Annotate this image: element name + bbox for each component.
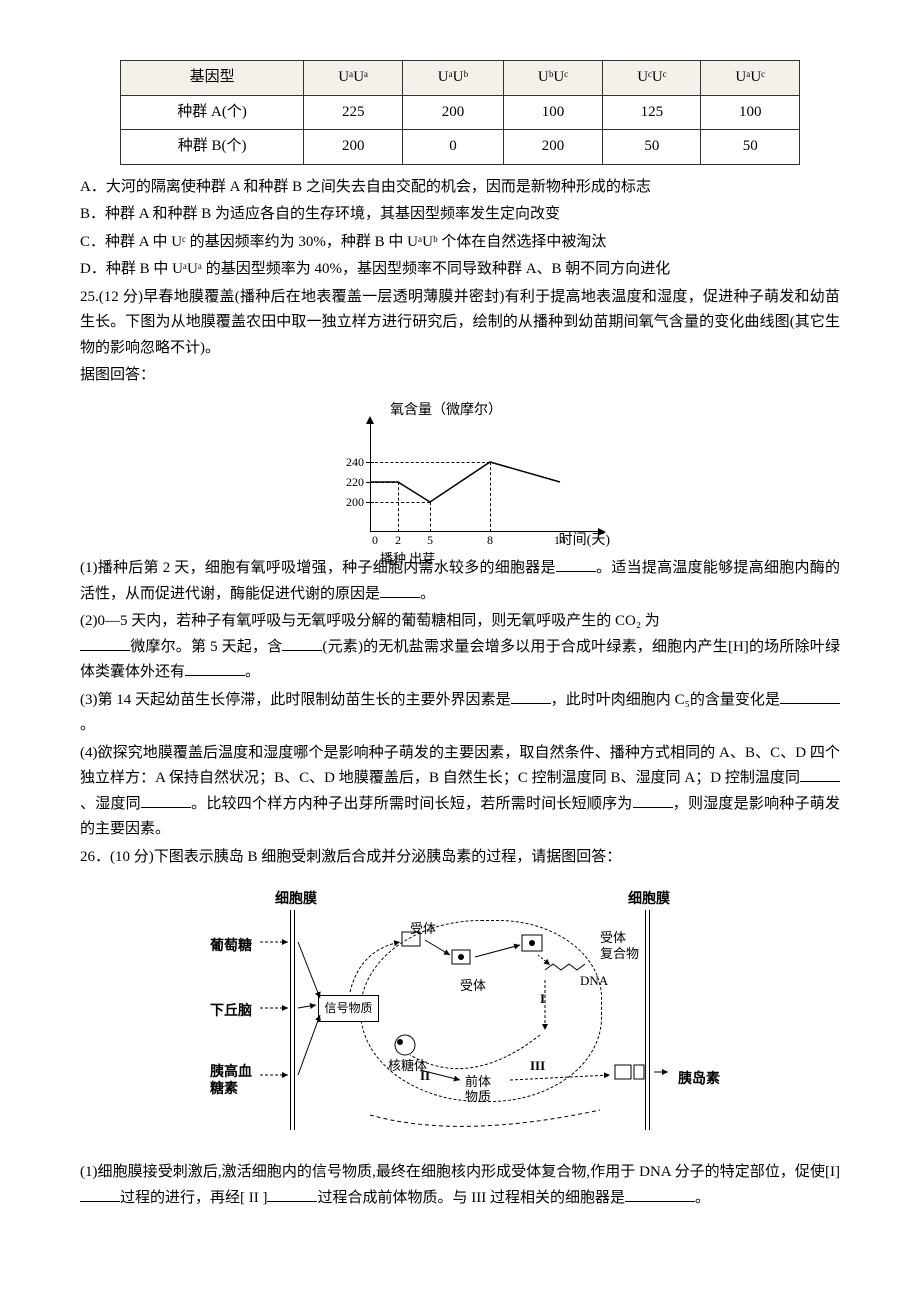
q25-p3: (3)第 14 天起幼苗生长停滞，此时限制幼苗生长的主要外界因素是 ，此时叶肉细胞… <box>80 688 840 739</box>
blank <box>511 688 551 704</box>
blank <box>625 1186 695 1202</box>
x-axis-label: 时间(天) <box>559 529 610 553</box>
text: 微摩尔。第 5 天起，含 <box>130 639 282 655</box>
cell: 100 <box>503 95 603 130</box>
table-row: 种群 B(个) 200 0 200 50 50 <box>121 130 800 165</box>
diagram-svg <box>210 880 710 1150</box>
text: (3)第 14 天起幼苗生长停滞，此时限制幼苗生长的主要外界因素是 <box>80 692 511 708</box>
blank <box>800 766 840 782</box>
oxygen-chart: 氧含量（微摩尔） 200 220 240 0 2 5 8 14 播种 出芽 时间… <box>300 399 620 543</box>
q25-p1: (1)播种后第 2 天，细胞有氧呼吸增强，种子细胞内需水较多的细胞器是。适当提高… <box>80 556 840 607</box>
blank <box>780 688 840 704</box>
th-UaUa: UᵃUᵃ <box>304 61 403 96</box>
text: ，此时叶肉细胞内 C₅的含量变化是 <box>551 692 780 708</box>
q26-intro: 26．(10 分)下图表示胰岛 B 细胞受刺激后合成并分泌胰岛素的过程，请据图回… <box>80 845 840 871</box>
text: (4)欲探究地膜覆盖后温度和湿度哪个是影响种子萌发的主要因素，取自然条件、播种方… <box>80 745 840 787</box>
table-row: 种群 A(个) 225 200 100 125 100 <box>121 95 800 130</box>
chart-line-svg <box>330 422 610 542</box>
th-UaUc: UᵃUᶜ <box>701 61 800 96</box>
blank <box>141 792 191 808</box>
cell: 0 <box>403 130 503 165</box>
cell: 50 <box>701 130 800 165</box>
row-a-label: 种群 A(个) <box>121 95 304 130</box>
genotype-table: 基因型 UᵃUᵃ UᵃUᵇ UᵇUᶜ UᶜUᶜ UᵃUᶜ 种群 A(个) 225… <box>120 60 800 165</box>
blank <box>80 1186 120 1202</box>
cell: 225 <box>304 95 403 130</box>
blank <box>185 660 245 676</box>
q25-p2: (2)0—5 天内，若种子有氧呼吸与无氧呼吸分解的葡萄糖相同，则无氧呼吸产生的 … <box>80 609 840 686</box>
text: 过程的进行，再经[ II ] <box>120 1190 267 1206</box>
q26-p1: (1)细胞膜接受刺激后,激活细胞内的信号物质,最终在细胞核内形成受体复合物,作用… <box>80 1160 840 1211</box>
blank <box>633 792 673 808</box>
text: (1)细胞膜接受刺激后,激活细胞内的信号物质,最终在细胞核内形成受体复合物,作用… <box>80 1164 840 1180</box>
th-genotype: 基因型 <box>121 61 304 96</box>
option-c: C．种群 A 中 Uᶜ 的基因频率约为 30%，种群 B 中 UᵃUᵇ 个体在自… <box>80 230 840 256</box>
q25-intro: 25.(12 分)早春地膜覆盖(播种后在地表覆盖一层透明薄膜并密封)有利于提高地… <box>80 285 840 362</box>
text: 、湿度同 <box>80 796 141 812</box>
blank <box>267 1186 317 1202</box>
text: 。 <box>80 717 95 733</box>
text: 过程合成前体物质。与 III 过程相关的细胞器是 <box>317 1190 625 1206</box>
row-b-label: 种群 B(个) <box>121 130 304 165</box>
cell: 200 <box>304 130 403 165</box>
text: (1)播种后第 2 天，细胞有氧呼吸增强，种子细胞内需水较多的细胞器是 <box>80 560 556 576</box>
text: 。 <box>420 586 435 602</box>
q25-p4: (4)欲探究地膜覆盖后温度和湿度哪个是影响种子萌发的主要因素，取自然条件、播种方… <box>80 741 840 843</box>
x-caption: 播种 出芽 <box>380 548 435 570</box>
option-b: B．种群 A 和种群 B 为适应各自的生存环境，其基因型频率发生定向改变 <box>80 202 840 228</box>
insulin-diagram: 细胞膜 细胞膜 葡萄糖 下丘脑 胰高血糖素 信号物质 受体 受体 受体复合物 D… <box>210 880 710 1150</box>
blank <box>380 582 420 598</box>
th-UbUc: UᵇUᶜ <box>503 61 603 96</box>
blank <box>282 635 322 651</box>
chart-y-title: 氧含量（微摩尔） <box>300 399 620 423</box>
text: 。 <box>245 664 260 680</box>
text: 。比较四个样方内种子出芽所需时间长短，若所需时间长短顺序为 <box>191 796 633 812</box>
th-UcUc: UᶜUᶜ <box>603 61 701 96</box>
blank <box>556 556 596 572</box>
text: 。 <box>695 1190 710 1206</box>
option-a: A．大河的隔离使种群 A 和种群 B 之间失去自由交配的机会，因而是新物种形成的… <box>80 175 840 201</box>
q25-prompt: 据图回答： <box>80 363 840 389</box>
cell: 200 <box>503 130 603 165</box>
text: (2)0—5 天内，若种子有氧呼吸与无氧呼吸分解的葡萄糖相同，则无氧呼吸产生的 … <box>80 613 660 629</box>
cell: 125 <box>603 95 701 130</box>
cell: 100 <box>701 95 800 130</box>
cell: 200 <box>403 95 503 130</box>
cell: 50 <box>603 130 701 165</box>
blank <box>80 635 130 651</box>
th-UaUb: UᵃUᵇ <box>403 61 503 96</box>
option-d: D．种群 B 中 UᵃUᵃ 的基因型频率为 40%，基因型频率不同导致种群 A、… <box>80 257 840 283</box>
